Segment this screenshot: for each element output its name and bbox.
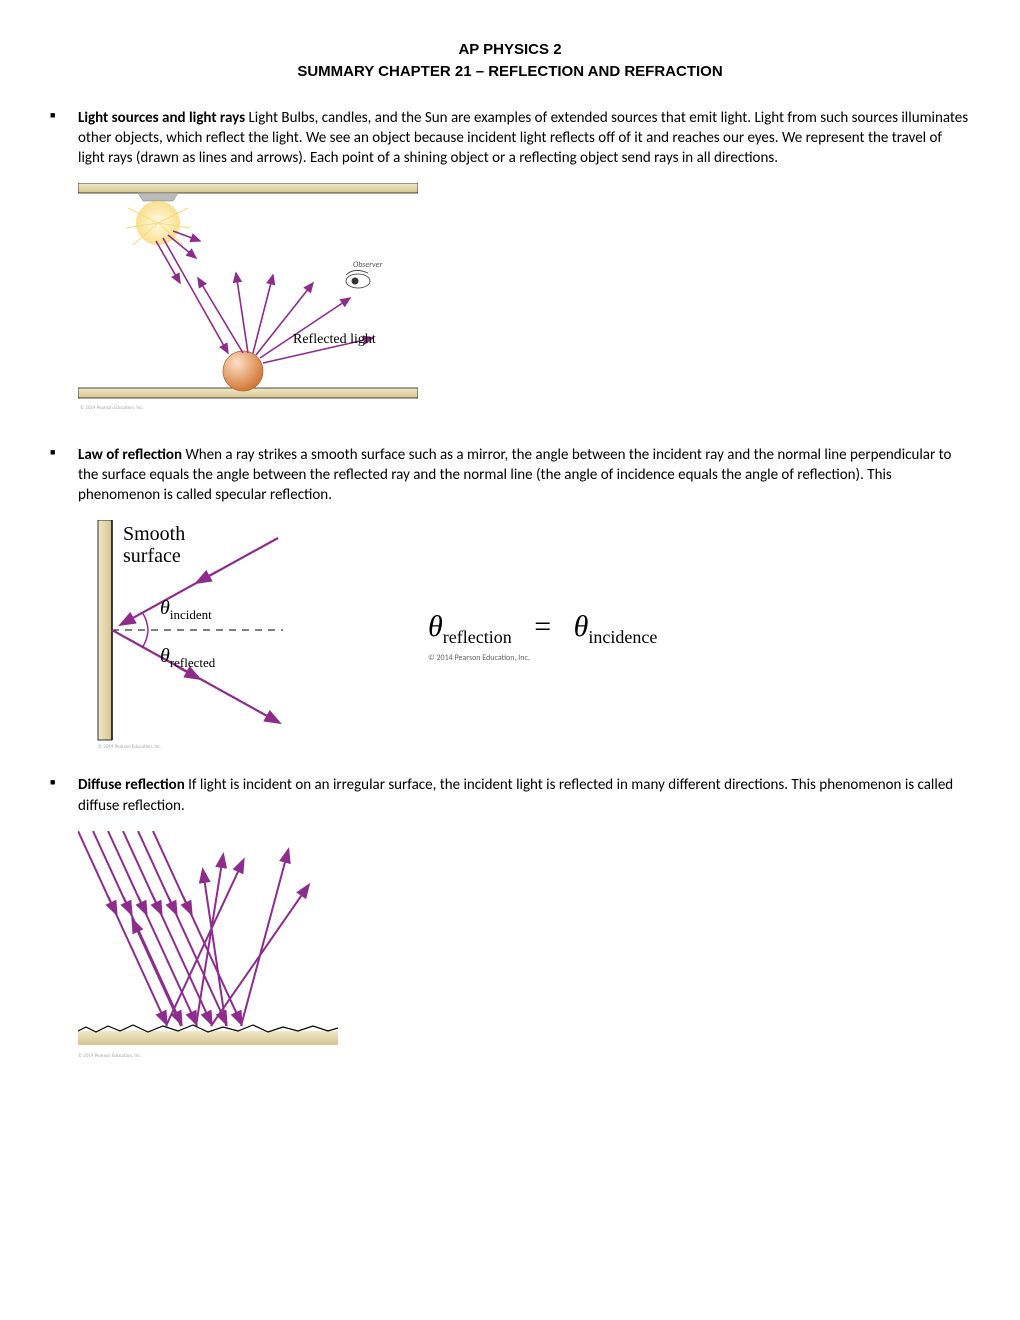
svg-text:θincident: θincident	[160, 597, 212, 622]
list-item: Light sources and light rays Light Bulbs…	[50, 108, 970, 420]
item-text: When a ray strikes a smooth surface such…	[78, 446, 951, 505]
content-list: Light sources and light rays Light Bulbs…	[50, 108, 970, 1068]
svg-text:© 2014 Pearson Education, Inc.: © 2014 Pearson Education, Inc.	[98, 743, 162, 750]
figure-light-sources: Observer Reflected light © 2014 Pearson …	[78, 183, 970, 419]
svg-text:© 2014 Pearson Education, Inc.: © 2014 Pearson Education, Inc.	[78, 1052, 142, 1059]
svg-text:surface: surface	[123, 545, 181, 567]
svg-text:θreflected: θreflected	[160, 645, 216, 670]
item-text: If light is incident on an irregular sur…	[78, 776, 953, 814]
page-title-line2: SUMMARY CHAPTER 21 – REFLECTION AND REFR…	[50, 62, 970, 82]
term: Law of reflection	[78, 446, 182, 464]
svg-text:© 2014 Pearson Education, Inc.: © 2014 Pearson Education, Inc.	[80, 404, 144, 411]
term: Light sources and light rays	[78, 109, 245, 127]
page-title-line1: AP PHYSICS 2	[50, 40, 970, 60]
list-item: Law of reflection When a ray strikes a s…	[50, 445, 970, 751]
list-item: Diffuse reflection If light is incident …	[50, 775, 970, 1067]
term: Diffuse reflection	[78, 776, 185, 794]
reflected-light-label: Reflected light	[293, 332, 376, 347]
svg-text:Observer: Observer	[353, 260, 382, 270]
figure-diffuse-reflection: © 2014 Pearson Education, Inc.	[78, 831, 970, 1067]
reflection-equation: θreflection = θincidence © 2014 Pearson …	[428, 607, 657, 664]
figure-law-reflection: Smooth surface θincident θreflected © 20…	[78, 520, 970, 750]
svg-text:Smooth: Smooth	[123, 523, 185, 545]
